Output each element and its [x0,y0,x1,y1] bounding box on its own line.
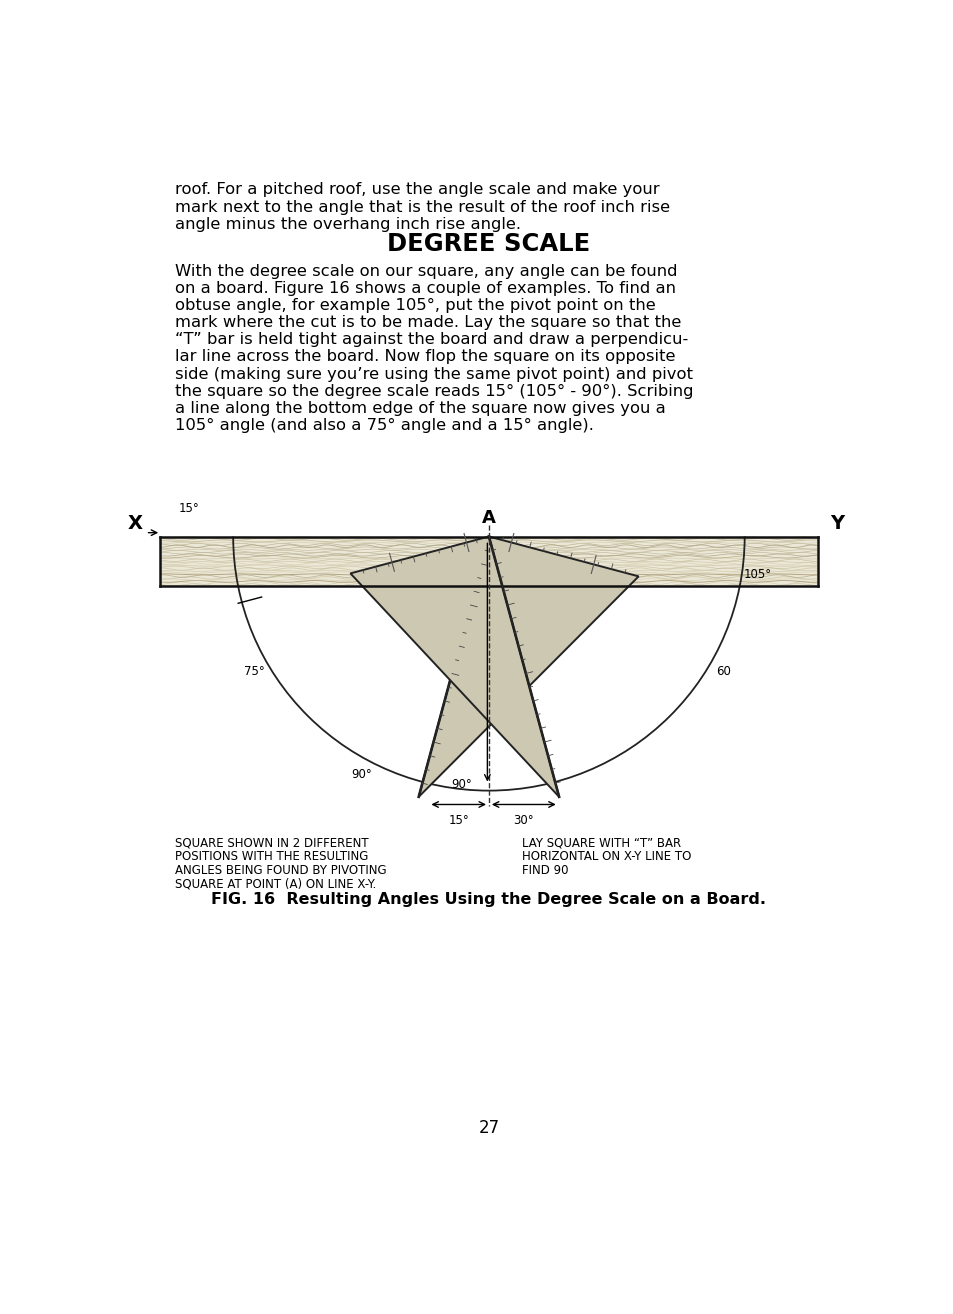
Text: angle minus the overhang inch rise angle.: angle minus the overhang inch rise angle… [174,217,520,233]
Text: DEGREE SCALE: DEGREE SCALE [387,233,590,256]
Text: obtuse angle, for example 105°, put the pivot point on the: obtuse angle, for example 105°, put the … [174,298,655,313]
Text: With the degree scale on our square, any angle can be found: With the degree scale on our square, any… [174,264,677,279]
Bar [159,536,818,586]
Text: X: X [128,514,142,532]
Text: the square so the degree scale reads 15° (105° - 90°). Scribing: the square so the degree scale reads 15°… [174,384,693,398]
Text: Y: Y [829,514,843,532]
Text: HORIZONTAL ON X-Y LINE TO: HORIZONTAL ON X-Y LINE TO [521,850,691,863]
Text: on a board. Figure 16 shows a couple of examples. To find an: on a board. Figure 16 shows a couple of … [174,281,676,296]
Polygon shape [418,536,638,796]
Text: A: A [481,510,496,527]
Text: 90°: 90° [451,778,472,791]
Text: a line along the bottom edge of the square now gives you a: a line along the bottom edge of the squa… [174,401,665,415]
Text: 30°: 30° [513,813,534,827]
Text: mark next to the angle that is the result of the roof inch rise: mark next to the angle that is the resul… [174,200,669,214]
Text: ANGLES BEING FOUND BY PIVOTING: ANGLES BEING FOUND BY PIVOTING [174,863,386,876]
Text: SQUARE AT POINT (A) ON LINE X-Y.: SQUARE AT POINT (A) ON LINE X-Y. [174,878,375,891]
Text: FIG. 16  Resulting Angles Using the Degree Scale on a Board.: FIG. 16 Resulting Angles Using the Degre… [212,892,765,907]
Polygon shape [350,536,558,796]
Text: POSITIONS WITH THE RESULTING: POSITIONS WITH THE RESULTING [174,850,368,863]
Text: 90°: 90° [351,767,372,781]
Text: “T” bar is held tight against the board and draw a perpendicu-: “T” bar is held tight against the board … [174,332,687,347]
Text: roof. For a pitched roof, use the angle scale and make your: roof. For a pitched roof, use the angle … [174,183,659,197]
Text: 15°: 15° [448,813,469,827]
Text: 105°: 105° [742,568,771,581]
Text: side (making sure you’re using the same pivot point) and pivot: side (making sure you’re using the same … [174,367,692,381]
Text: 60: 60 [716,665,731,678]
Text: lar line across the board. Now flop the square on its opposite: lar line across the board. Now flop the … [174,350,675,364]
Text: 27: 27 [477,1120,499,1137]
Text: 75°: 75° [243,665,264,678]
Text: SQUARE SHOWN IN 2 DIFFERENT: SQUARE SHOWN IN 2 DIFFERENT [174,837,368,850]
Text: 15°: 15° [178,502,199,515]
Text: 105° angle (and also a 75° angle and a 15° angle).: 105° angle (and also a 75° angle and a 1… [174,418,594,432]
Text: FIND 90: FIND 90 [521,863,568,876]
Text: mark where the cut is to be made. Lay the square so that the: mark where the cut is to be made. Lay th… [174,315,680,330]
Text: LAY SQUARE WITH “T” BAR: LAY SQUARE WITH “T” BAR [521,837,680,850]
